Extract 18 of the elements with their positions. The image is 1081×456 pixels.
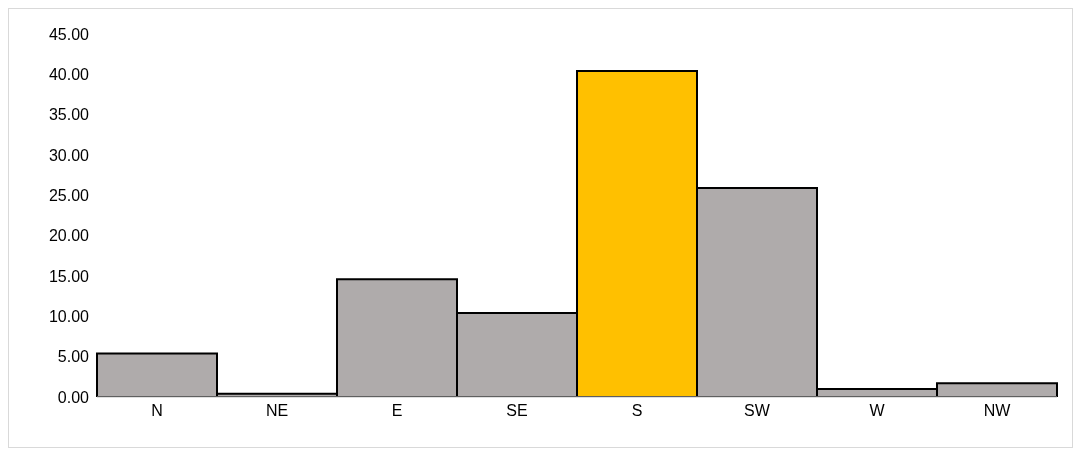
x-tick-label: NE (265, 402, 289, 420)
y-tick-label: 10.00 (48, 308, 90, 326)
y-tick-label: 25.00 (48, 187, 90, 205)
x-tick-label: N (151, 402, 163, 420)
x-tick-label: NW (983, 402, 1012, 420)
y-tick-label: 0.00 (57, 388, 90, 406)
y-tick-label: 45.00 (48, 25, 90, 43)
y-tick-label: 35.00 (48, 106, 90, 124)
y-tick-label: 5.00 (57, 348, 90, 366)
y-tick-label: 15.00 (48, 267, 90, 285)
y-tick-label: 20.00 (48, 227, 90, 245)
x-tick-label: SW (744, 402, 771, 420)
x-tick-label: E (391, 402, 403, 420)
x-tick-label: S (631, 402, 643, 420)
y-tick-label: 40.00 (48, 66, 90, 84)
x-tick-label: W (869, 402, 886, 420)
y-tick-label: 30.00 (48, 146, 90, 164)
x-tick-label: SE (506, 402, 528, 420)
